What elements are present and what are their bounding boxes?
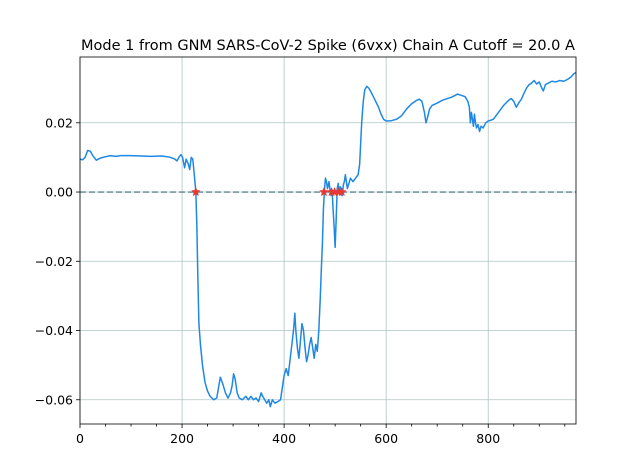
chart-title: Mode 1 from GNM SARS-CoV-2 Spike (6vxx) … (81, 38, 575, 54)
series-layer (79, 71, 577, 408)
star-marker (336, 186, 347, 197)
star-marker (190, 186, 201, 197)
y-tick-label: −0.06 (35, 392, 73, 407)
y-tick-label: 0.00 (45, 185, 73, 200)
x-tick-label: 800 (476, 431, 500, 446)
x-axis: 0 200 400 600 800 (76, 424, 566, 446)
marker-layer (190, 186, 347, 197)
mode-1-line (79, 71, 577, 408)
y-tick-label: 0.02 (45, 115, 73, 130)
grid (79, 57, 576, 424)
x-tick-label: 0 (76, 431, 84, 446)
x-tick-label: 400 (272, 431, 296, 446)
y-tick-label: −0.02 (35, 254, 73, 269)
y-tick-label: −0.04 (35, 323, 73, 338)
plot-frame (79, 56, 577, 425)
x-tick-label: 600 (374, 431, 398, 446)
y-axis: 0.02 0.00 −0.02 −0.04 −0.06 (35, 115, 80, 407)
x-tick-label: 200 (170, 431, 194, 446)
